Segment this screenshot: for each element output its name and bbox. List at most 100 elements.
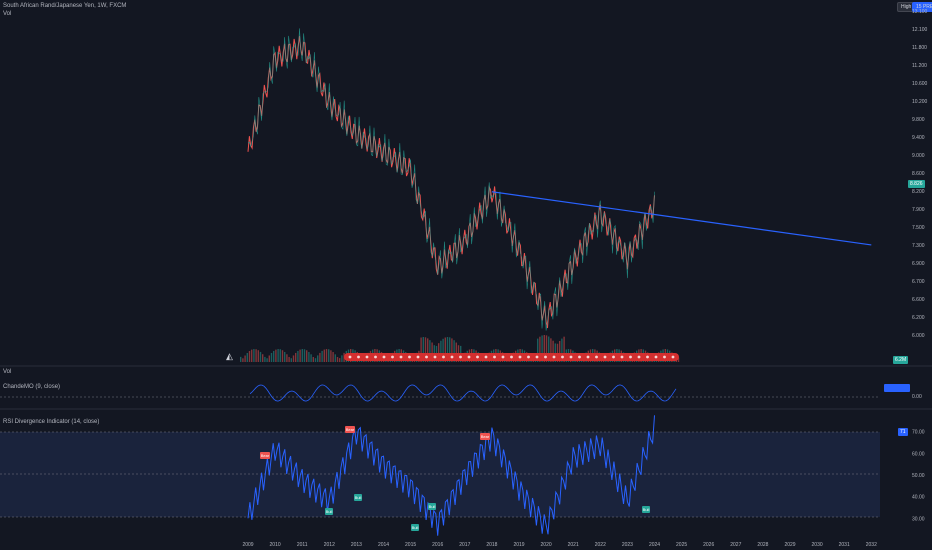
volume-bar xyxy=(451,338,453,362)
time-tick-label: 2020 xyxy=(541,542,552,548)
volume-bar xyxy=(275,349,277,362)
volume-bar xyxy=(539,336,541,362)
event-marker xyxy=(374,355,377,359)
volume-bar xyxy=(554,343,556,362)
time-tick-label: 2011 xyxy=(297,542,308,548)
price-tick-label: 8.200 xyxy=(912,189,925,195)
price-tick-label: 7.500 xyxy=(912,225,925,231)
volume-bar xyxy=(317,355,319,362)
bull-signal-label: Bull xyxy=(326,509,333,514)
volume-bar xyxy=(341,355,343,362)
volume-bar xyxy=(453,340,455,362)
time-tick-label: 2018 xyxy=(486,542,497,548)
bull-signal xyxy=(325,508,333,515)
price-tick-label: 8.600 xyxy=(912,171,925,177)
time-tick-label: 2031 xyxy=(839,542,850,548)
time-tick-label: 2015 xyxy=(405,542,416,548)
volume-bar xyxy=(277,349,279,362)
event-markers-strip xyxy=(344,353,679,361)
event-marker xyxy=(433,355,437,359)
volume-bar xyxy=(257,350,259,362)
rsi-tick-label: 30.00 xyxy=(912,516,925,522)
volume-bar xyxy=(295,352,297,362)
volume-bar xyxy=(332,352,334,362)
event-marker xyxy=(637,355,641,359)
price-tick-label: 12.100 xyxy=(912,27,928,33)
event-marker xyxy=(408,355,411,359)
volume-bar xyxy=(424,337,427,362)
event-marker xyxy=(399,355,403,359)
bear-signal xyxy=(345,426,355,433)
volume-bar xyxy=(242,358,244,362)
symbol-title: South African Rand/Japanese Yen, 1W, FXC… xyxy=(3,3,127,9)
trendline[interactable] xyxy=(491,191,872,246)
time-tick-label: 2017 xyxy=(459,542,470,548)
event-marker xyxy=(535,355,539,359)
rsi-axis: 70.00 60.00 50.00 40.00 30.00 xyxy=(912,430,925,523)
volume-bar xyxy=(310,354,312,362)
volume-bar xyxy=(446,337,449,362)
price-tick-label: 10.200 xyxy=(912,99,928,105)
volume-bar xyxy=(556,343,559,362)
price-tick-label: 9.800 xyxy=(912,117,925,123)
chande-pane-label: ChandeMO (9, close) xyxy=(3,384,61,390)
volume-bar xyxy=(286,354,288,362)
bull-signal-label: Bull xyxy=(429,504,436,509)
chande-badge xyxy=(884,384,910,392)
volume-bar xyxy=(312,356,314,362)
volume-bar xyxy=(253,349,255,362)
volume-bar xyxy=(281,350,284,362)
volume-bar xyxy=(550,338,552,362)
event-marker xyxy=(612,355,615,359)
time-tick-label: 2014 xyxy=(378,542,389,548)
volume-bar xyxy=(339,358,341,362)
price-tick-label: 6.900 xyxy=(912,261,925,267)
volume-bar xyxy=(548,336,550,362)
volume-pane-label: Vol xyxy=(3,369,12,375)
bear-signal-label: Bear xyxy=(261,453,270,458)
event-marker xyxy=(510,355,513,359)
event-marker xyxy=(450,355,454,359)
volume-bar xyxy=(561,338,563,362)
time-tick-label: 2019 xyxy=(513,542,524,548)
chande-line xyxy=(249,384,677,402)
price-tick-label: 11.200 xyxy=(912,63,927,69)
volume-bar xyxy=(319,352,321,362)
rsi-band xyxy=(0,432,880,517)
event-marker xyxy=(476,355,479,359)
currency-button[interactable]: 15 PRE xyxy=(912,2,932,12)
event-marker xyxy=(561,355,564,359)
event-marker xyxy=(416,355,420,359)
time-tick-label: 2024 xyxy=(649,542,660,548)
tradingview-logo-icon: ◭ xyxy=(226,351,233,361)
event-marker xyxy=(382,355,386,359)
volume-bar xyxy=(330,350,332,362)
event-marker xyxy=(442,355,445,359)
volume-bar xyxy=(336,357,339,362)
price-tick-label: 9.400 xyxy=(912,135,925,141)
time-tick-label: 2027 xyxy=(730,542,741,548)
volume-bar xyxy=(334,354,336,362)
rsi-tick-label: 50.00 xyxy=(912,473,925,479)
volume-bar xyxy=(297,350,299,362)
time-tick-label: 2025 xyxy=(676,542,687,548)
volume-bar xyxy=(431,342,433,362)
event-marker xyxy=(595,355,598,359)
volume-bar xyxy=(559,340,561,362)
volume-bar xyxy=(262,354,264,362)
volume-bar xyxy=(292,355,295,362)
event-marker xyxy=(603,355,607,359)
volume-bar xyxy=(246,353,248,362)
rsi-line xyxy=(247,415,655,536)
volume-bar xyxy=(279,349,281,362)
rsi-tick-label: 70.00 xyxy=(912,430,925,436)
event-marker xyxy=(646,355,649,359)
time-tick-label: 2022 xyxy=(595,542,606,548)
volume-bar xyxy=(552,340,554,362)
event-marker xyxy=(501,355,505,359)
volume-bar xyxy=(438,343,440,362)
volume-bar xyxy=(270,352,273,362)
bear-signal-label: Bear xyxy=(481,434,490,439)
volume-bar xyxy=(563,336,565,362)
